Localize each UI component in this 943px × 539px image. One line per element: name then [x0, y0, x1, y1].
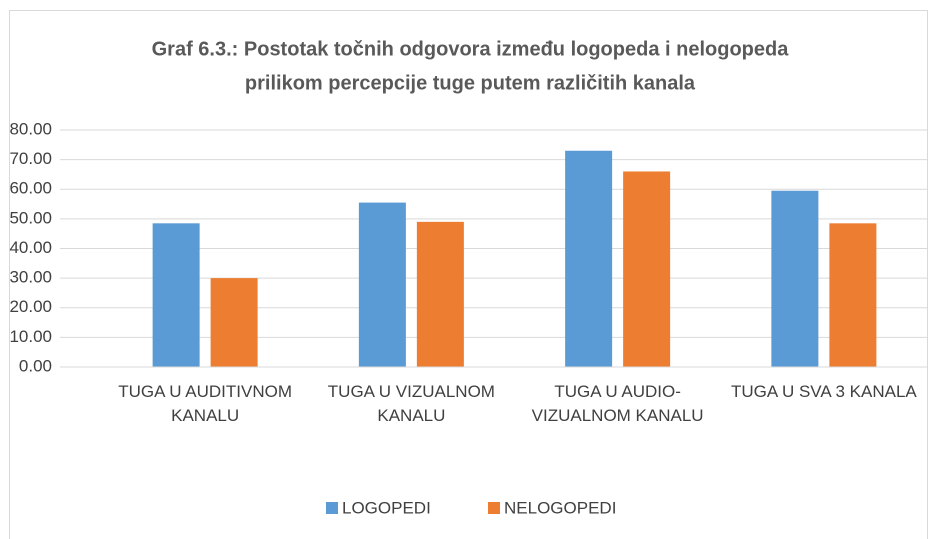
bar — [152, 223, 200, 367]
y-tick-label: 80.00 — [9, 119, 52, 138]
y-tick-label: 30.00 — [9, 268, 52, 287]
bar — [623, 171, 671, 367]
legend-label: LOGOPEDI — [342, 498, 431, 517]
y-tick-label: 40.00 — [9, 238, 52, 257]
y-tick-label: 0.00 — [19, 356, 52, 375]
y-tick-label: 70.00 — [9, 149, 52, 168]
y-tick-label: 50.00 — [9, 208, 52, 227]
y-tick-label: 60.00 — [9, 179, 52, 198]
chart-title: Graf 6.3.: Postotak točnih odgovora izme… — [152, 38, 790, 60]
legend-swatch — [488, 502, 500, 514]
bar — [210, 278, 258, 367]
bar — [358, 202, 406, 367]
legend-swatch — [326, 502, 338, 514]
x-tick-label: TUGA U AUDITIVNOM KANALU — [118, 382, 293, 425]
bar — [416, 221, 464, 367]
bar — [829, 223, 877, 367]
y-tick-label: 10.00 — [9, 327, 52, 346]
x-tick-label: TUGA U SVA 3 KANALA — [730, 382, 917, 401]
y-tick-label: 20.00 — [9, 297, 52, 316]
bar — [565, 150, 613, 367]
x-tick-label: TUGA U AUDIO-VIZUALNOM KANALU — [531, 382, 704, 425]
x-tick-label: TUGA U VIZUALNOM KANALU — [327, 382, 495, 425]
chart-title: prilikom percepcije tuge putem različiti… — [245, 72, 696, 94]
legend-label: NELOGOPEDI — [504, 498, 616, 517]
bar — [771, 190, 819, 367]
